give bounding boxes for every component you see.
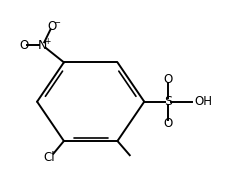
Text: O: O [162, 73, 171, 86]
Text: N: N [38, 39, 47, 52]
Text: −: − [53, 18, 60, 27]
Text: O: O [19, 39, 28, 52]
Text: S: S [163, 95, 171, 108]
Text: OH: OH [194, 95, 212, 108]
Text: Cl: Cl [43, 151, 55, 164]
Text: O: O [162, 117, 171, 130]
Text: +: + [44, 37, 51, 46]
Text: O: O [47, 20, 56, 33]
